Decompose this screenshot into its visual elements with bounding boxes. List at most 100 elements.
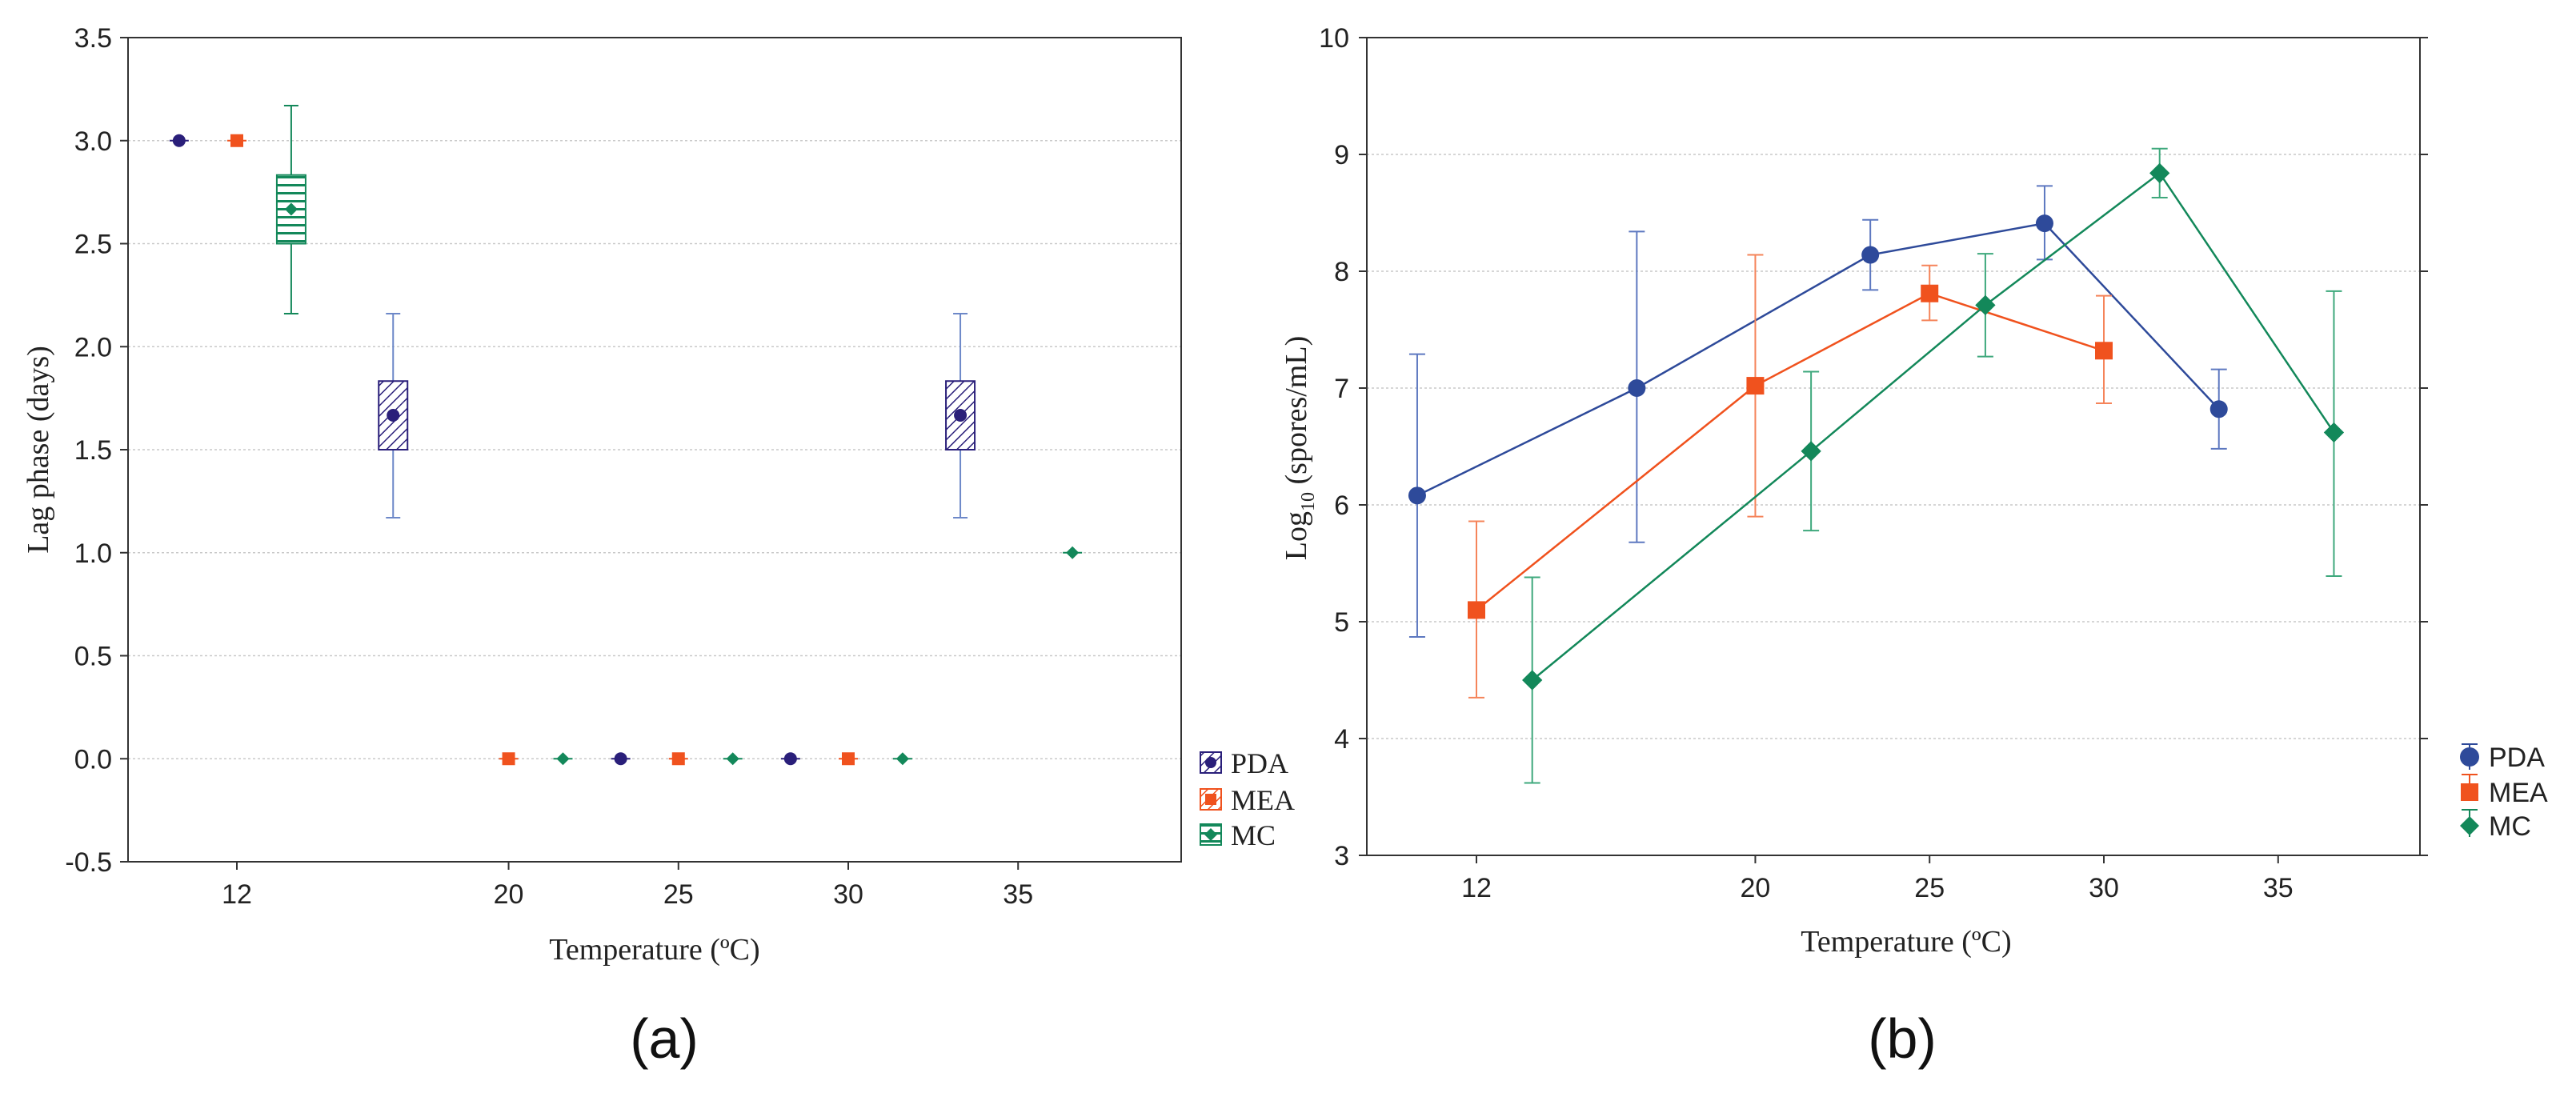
chart-a-legend: PDA MEA MC bbox=[1200, 747, 1295, 851]
chart-a-point-pda bbox=[945, 313, 976, 518]
chart-b-y-tick-label: 9 bbox=[1334, 140, 1349, 170]
mean-marker bbox=[842, 752, 855, 766]
data-point bbox=[1921, 284, 1939, 302]
legend-mea-label: MEA bbox=[2489, 778, 2548, 808]
mean-marker bbox=[230, 134, 243, 147]
legend-mea-label: MEA bbox=[1231, 784, 1295, 816]
data-point bbox=[2209, 400, 2228, 418]
chart-a-y-tick-label: 0.5 bbox=[74, 642, 112, 672]
data-point bbox=[2149, 162, 2170, 184]
legend-mc-label: MC bbox=[1231, 819, 1276, 851]
chart-a-x-tick-label: 30 bbox=[833, 879, 863, 910]
data-point bbox=[2095, 342, 2113, 360]
mean-marker bbox=[783, 752, 797, 766]
chart-b-y-ticks: 3 4 5 6 7 8 9 10 bbox=[1319, 23, 2428, 871]
chart-b-x-tick-label: 20 bbox=[1741, 873, 1771, 903]
chart-b-y-tick-label: 7 bbox=[1334, 374, 1349, 404]
chart-b: 3 4 5 6 7 8 9 10 12 20 25 30 35 Temperature (ºC) Lo… bbox=[1280, 23, 2548, 1070]
chart-b-y-tick-label: 3 bbox=[1334, 841, 1349, 871]
chart-a-point-mc bbox=[723, 752, 743, 766]
chart-b-x-axis-title: Temperature (ºC) bbox=[1801, 925, 2011, 959]
chart-b-y-tick-label: 8 bbox=[1334, 257, 1349, 287]
data-point bbox=[1975, 294, 1996, 315]
chart-b-legend: PDA MEA MC bbox=[2460, 743, 2548, 842]
legend-pda-marker bbox=[1205, 757, 1216, 768]
legend-pda-label: PDA bbox=[2489, 743, 2545, 773]
chart-a-y-tick-label: 1.0 bbox=[74, 538, 112, 569]
chart-a-x-tick-label: 25 bbox=[663, 879, 694, 910]
chart-a-y-tick-label: 3.0 bbox=[74, 126, 112, 157]
data-point bbox=[1801, 441, 1821, 462]
chart-a-point-mea bbox=[839, 752, 858, 766]
chart-b-y-tick-label: 6 bbox=[1334, 490, 1349, 521]
legend-mea-marker bbox=[2461, 783, 2478, 801]
legend-mc-label: MC bbox=[2489, 811, 2531, 842]
chart-a-point-pda bbox=[780, 752, 800, 766]
data-point bbox=[1861, 246, 1880, 264]
chart-a-y-tick-label: 1.5 bbox=[74, 435, 112, 466]
chart-a-y-tick-label: 2.0 bbox=[74, 332, 112, 362]
chart-a-x-tick-label: 12 bbox=[222, 879, 252, 910]
data-point bbox=[1522, 670, 1543, 691]
chart-a-y-tick-label: 2.5 bbox=[74, 230, 112, 260]
data-point bbox=[2323, 422, 2345, 443]
legend-mea-marker bbox=[1205, 794, 1216, 805]
legend-pda-label: PDA bbox=[1231, 747, 1288, 779]
chart-a-y-ticks: -0.5 0.0 0.5 1.0 1.5 2.0 2.5 3.0 3.5 bbox=[65, 23, 128, 878]
legend-pda-marker bbox=[2460, 747, 2479, 767]
data-point bbox=[1468, 601, 1485, 619]
chart-a-y-axis-title: Lag phase (days) bbox=[22, 346, 55, 554]
chart-a-point-pda bbox=[169, 134, 189, 147]
panel-b-label: (b) bbox=[1868, 1007, 1937, 1070]
chart-b-x-tick-label: 30 bbox=[2089, 873, 2119, 903]
chart-b-gridlines bbox=[1367, 154, 2420, 739]
chart-a-point-mc bbox=[1063, 546, 1083, 559]
data-point bbox=[1746, 377, 1765, 395]
data-point bbox=[1408, 486, 1426, 505]
mean-marker bbox=[671, 752, 685, 766]
chart-a-point-mc bbox=[892, 752, 912, 766]
chart-a-y-tick-label: 3.5 bbox=[74, 23, 112, 54]
chart-b-y-tick-label: 5 bbox=[1334, 607, 1349, 638]
chart-a-point-mea bbox=[227, 134, 246, 147]
mean-marker bbox=[726, 752, 739, 766]
chart-a-y-tick-label: 0.0 bbox=[74, 744, 112, 775]
chart-b-x-ticks: 12 20 25 30 35 bbox=[1461, 855, 2294, 903]
series-line bbox=[1476, 292, 2105, 611]
series-line bbox=[1531, 171, 2335, 681]
chart-b-plot-frame bbox=[1366, 37, 2421, 856]
chart-a-x-axis-title: Temperature (ºC) bbox=[549, 933, 759, 967]
legend-mc-marker bbox=[2460, 816, 2479, 835]
mean-marker bbox=[387, 408, 400, 422]
chart-b-y-tick-label: 4 bbox=[1334, 724, 1349, 755]
mean-marker bbox=[502, 752, 515, 766]
panel-a-label: (a) bbox=[630, 1007, 699, 1070]
chart-a-point-mea bbox=[499, 752, 519, 766]
chart-a-point-mc bbox=[275, 104, 306, 315]
mean-marker bbox=[284, 202, 298, 216]
chart-a-y-tick-label: -0.5 bbox=[65, 847, 112, 878]
mean-marker bbox=[895, 752, 909, 766]
data-point bbox=[2035, 214, 2053, 233]
chart-a-x-tick-label: 35 bbox=[1003, 879, 1033, 910]
data-point bbox=[1628, 379, 1646, 397]
chart-b-x-tick-label: 35 bbox=[2263, 873, 2294, 903]
chart-b-series-pda bbox=[1408, 185, 2228, 638]
chart-a-point-mc bbox=[553, 752, 573, 766]
chart-b-series-mc bbox=[1522, 147, 2345, 784]
mean-marker bbox=[172, 134, 186, 147]
mean-marker bbox=[614, 752, 627, 766]
chart-b-y-axis-title: Log10 (spores/mL) bbox=[1280, 336, 1319, 560]
legend-mea-swatch bbox=[1200, 788, 1222, 811]
mean-marker bbox=[954, 408, 968, 422]
chart-a-point-mea bbox=[668, 752, 688, 766]
mean-marker bbox=[1066, 546, 1080, 559]
chart-a-marks bbox=[169, 104, 1083, 766]
chart-a-point-pda bbox=[611, 752, 631, 766]
chart-a: -0.50.00.51.01.52.02.53.03.5 12 20 25 30 35 … bbox=[22, 23, 1295, 1070]
chart-a-x-ticks: 12 20 25 30 35 bbox=[222, 862, 1033, 910]
mean-marker bbox=[556, 752, 570, 766]
chart-b-x-tick-label: 12 bbox=[1461, 873, 1492, 903]
chart-b-marks bbox=[1408, 147, 2345, 784]
